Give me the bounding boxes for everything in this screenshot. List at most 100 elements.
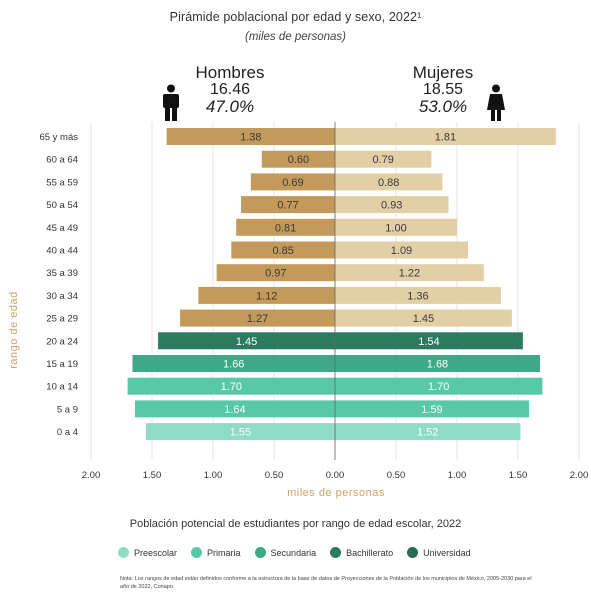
- data-label-women: 1.54: [418, 336, 439, 348]
- data-label-men: 0.81: [275, 222, 296, 234]
- x-tick-label: 1.50: [143, 470, 162, 481]
- bar-women: [335, 128, 556, 145]
- bar-women: [335, 241, 468, 259]
- legend-label: Preescolar: [134, 547, 178, 558]
- legend-label: Secundaria: [270, 547, 317, 558]
- bar-men: [158, 332, 335, 350]
- bar-women: [335, 264, 484, 282]
- bar-men: [198, 286, 335, 304]
- data-label-women: 0.79: [372, 154, 393, 166]
- man-icon: [163, 84, 179, 121]
- women-summary: Mujeres 18.55 53.0%: [393, 64, 493, 116]
- legend-item-preescolar: Preescolar: [118, 547, 177, 558]
- men-label: Hombres: [195, 63, 265, 82]
- bar-women: [335, 355, 540, 372]
- bar-men: [231, 241, 335, 259]
- legend-swatch: [407, 547, 419, 558]
- data-label-women: 0.88: [378, 177, 399, 189]
- men-percent: 47.0%: [205, 97, 255, 116]
- bar-men: [132, 355, 335, 372]
- students-title: Población potencial de estudiantes por r…: [129, 518, 462, 530]
- bar-women: [335, 173, 443, 191]
- legend-item-universidad: Universidad: [407, 547, 471, 558]
- category-label: 60 a 64: [46, 155, 78, 166]
- bar-men: [216, 264, 335, 282]
- chart-subtitle: (miles de personas): [245, 31, 346, 43]
- bar-women: [335, 218, 457, 236]
- x-tick-label: 2.00: [82, 470, 101, 481]
- category-label: 50 a 54: [46, 200, 78, 211]
- bar-men: [241, 196, 335, 214]
- category-label: 15 a 19: [46, 359, 78, 370]
- legend-swatch: [191, 547, 203, 558]
- bar-women: [335, 332, 523, 350]
- legend-item-primaria: Primaria: [191, 547, 241, 558]
- category-label: 65 y más: [39, 132, 78, 143]
- bar-women: [335, 309, 512, 327]
- legend-swatch: [118, 547, 129, 558]
- data-label-men: 1.27: [247, 313, 268, 325]
- category-label: 20 a 24: [46, 336, 78, 347]
- category-label: 30 a 34: [46, 291, 78, 302]
- woman-icon: [487, 84, 505, 121]
- bar-women: [335, 196, 449, 214]
- data-label-men: 0.97: [265, 268, 286, 280]
- data-label-women: 1.36: [407, 290, 428, 302]
- data-label-men: 1.66: [223, 359, 244, 371]
- data-label-women: 1.00: [385, 222, 406, 234]
- legend: Preescolar Primaria Secundaria Bachiller…: [118, 547, 471, 558]
- bar-women: [335, 400, 529, 418]
- data-label-women: 1.81: [435, 132, 456, 144]
- data-label-men: 1.70: [221, 381, 242, 393]
- data-label-men: 0.69: [282, 177, 303, 189]
- legend-label: Universidad: [423, 547, 471, 558]
- data-label-women: 1.59: [421, 404, 442, 416]
- bar-men: [250, 173, 335, 191]
- data-label-men: 1.45: [236, 336, 257, 348]
- bar-women: [335, 150, 432, 168]
- category-label: 35 a 39: [46, 268, 78, 279]
- data-label-men: 1.12: [256, 290, 277, 302]
- data-label-women: 1.52: [417, 427, 438, 439]
- women-total: 18.55: [422, 81, 464, 98]
- legend-item-secundaria: Secundaria: [254, 547, 317, 558]
- data-label-men: 1.38: [240, 132, 261, 144]
- chart-title: Pirámide poblacional por edad y sexo, 20…: [169, 10, 422, 24]
- women-percent: 53.0%: [418, 97, 468, 116]
- women-label: Mujeres: [412, 63, 474, 82]
- data-label-men: 0.60: [288, 154, 309, 166]
- category-label: 25 a 29: [46, 314, 78, 325]
- data-label-men: 1.55: [230, 427, 251, 439]
- x-tick-label: 1.50: [509, 470, 528, 481]
- bar-women: [335, 423, 521, 441]
- x-tick-label: 1.00: [204, 470, 223, 481]
- bar-women: [335, 377, 543, 395]
- category-label: 45 a 49: [46, 223, 78, 234]
- category-label: 55 a 59: [46, 177, 78, 188]
- category-label: 10 a 14: [46, 382, 78, 393]
- bar-men: [180, 309, 335, 327]
- data-label-women: 1.68: [427, 359, 448, 371]
- category-label: 0 a 4: [57, 427, 78, 438]
- data-label-women: 1.09: [391, 245, 412, 257]
- x-tick-label: 1.00: [448, 470, 467, 481]
- x-tick-label: 0.00: [326, 470, 345, 481]
- legend-label: Bachillerato: [346, 547, 394, 558]
- y-axis-label: rango de edad: [8, 291, 20, 369]
- footnote: Nota: Los rangos de edad están definidos…: [120, 576, 532, 590]
- legend-item-bachillerato: Bachillerato: [330, 547, 393, 558]
- data-label-women: 0.93: [381, 200, 402, 212]
- data-label-men: 1.64: [224, 404, 245, 416]
- category-label: 5 a 9: [57, 404, 78, 415]
- data-label-women: 1.45: [413, 313, 434, 325]
- x-tick-label: 0.50: [265, 470, 284, 481]
- men-summary: Hombres 16.46 47.0%: [180, 64, 280, 116]
- legend-swatch: [254, 547, 266, 558]
- x-tick-label: 2.00: [570, 470, 589, 481]
- bar-men: [236, 218, 335, 236]
- bar-men: [145, 423, 335, 441]
- legend-swatch: [330, 547, 342, 558]
- x-tick-label: 0.50: [387, 470, 406, 481]
- data-label-men: 0.77: [277, 200, 298, 212]
